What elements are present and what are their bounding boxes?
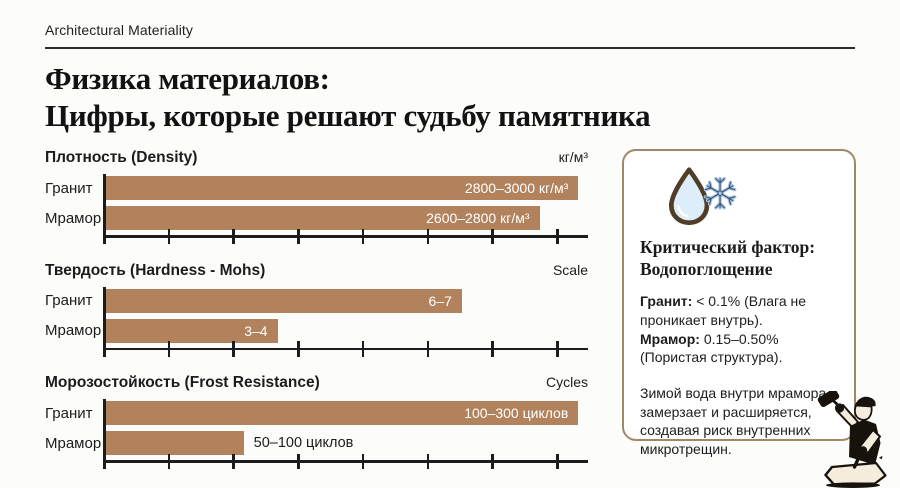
bar: 3–4 — [103, 318, 278, 343]
axis-tick — [491, 341, 494, 357]
bar-row: Гранит 6–7 — [45, 288, 588, 313]
panel-title-line-1: Критический фактор: — [640, 237, 816, 258]
chart-axis — [103, 453, 588, 470]
panel-note: Зимой вода внутри мрамора замерзает и ра… — [640, 384, 827, 457]
axis-tick — [167, 341, 171, 357]
water-drop-and-snowflake-icon — [668, 167, 737, 226]
bar: 6–7 — [103, 288, 462, 313]
chart-unit-label: Scale — [552, 261, 588, 278]
bar-row: Гранит 2800–3000 кг/м³ — [45, 176, 588, 201]
bar-value-label: 6–7 — [428, 292, 452, 309]
chart-unit-label: Cycles — [545, 374, 588, 391]
granite-fact-text: < 0.1% (Влага не проникает внутрь). — [640, 293, 807, 329]
axis-tick — [491, 228, 494, 245]
granite-fact: Гранит: < 0.1% (Влага не проникает внутр… — [640, 292, 838, 329]
page-title-line-2: Цифры, которые решают судьбу памятника — [45, 98, 651, 134]
water-drop-icon — [668, 167, 710, 226]
y-axis — [103, 399, 106, 463]
marble-fact: Мрамор: 0.15–0.50% (Пористая структура). — [640, 330, 838, 367]
bar-row: Мрамор 50–100 циклов — [45, 431, 588, 456]
category-label: Гранит — [45, 404, 93, 422]
axis-tick — [167, 453, 171, 470]
bar-track: 6–7 — [103, 288, 588, 313]
axis-tick — [361, 341, 365, 357]
axis-tick — [426, 453, 430, 470]
bar-value-label: 2600–2800 кг/м³ — [426, 210, 530, 227]
axis-tick — [491, 453, 494, 470]
chart-hardness: Твердость (Hardness - Mohs) Scale Гранит… — [45, 261, 588, 357]
category-label: Мрамор — [45, 434, 102, 452]
charts-column: Плотность (Density) кг/м³ Гранит 2800–300… — [45, 149, 588, 470]
axis-tick — [556, 228, 559, 245]
axis-tick — [426, 228, 430, 245]
chart-title: Плотность (Density) — [45, 149, 198, 167]
category-label: Мрамор — [45, 209, 102, 227]
panel-title-line-2: Водопоглощение — [640, 259, 773, 280]
sculptor-illustration — [817, 391, 887, 488]
chart-density: Плотность (Density) кг/м³ Гранит 2800–300… — [45, 149, 588, 245]
chart-frost-resistance: Морозостойкость (Frost Resistance) Cycle… — [45, 374, 588, 470]
axis-tick — [297, 228, 300, 245]
critical-factor-panel: Критический фактор: Водопоглощение Грани… — [622, 149, 856, 457]
panel-title: Критический фактор: Водопоглощение — [640, 236, 838, 280]
bar-track: 50–100 циклов — [103, 431, 588, 456]
axis-tick — [556, 453, 559, 470]
category-label: Гранит — [45, 292, 93, 310]
axis-tick — [232, 453, 235, 470]
bar: 100–300 циклов — [103, 401, 579, 426]
axis-tick — [232, 228, 235, 245]
snowflake-icon — [703, 177, 737, 210]
bar-value-label: 3–4 — [244, 322, 268, 339]
bar-track: 3–4 — [103, 318, 588, 343]
chart-axis — [103, 341, 588, 357]
axis-tick — [361, 228, 365, 245]
page-title: Физика материалов: Цифры, которые решают… — [45, 60, 855, 134]
bar — [103, 431, 244, 456]
axis-tick — [361, 453, 365, 470]
bar-row: Гранит 100–300 циклов — [45, 401, 588, 426]
y-axis — [103, 174, 106, 238]
bar-track: 100–300 циклов — [103, 401, 588, 426]
marble-fact-label: Мрамор: — [640, 330, 700, 347]
panel-icons — [640, 166, 772, 226]
bar-track: 2800–3000 кг/м³ — [103, 176, 588, 201]
chart-rows: Гранит 2800–3000 кг/м³ Мрамор 2600–2800 кг/… — [45, 176, 588, 231]
axis-tick — [297, 453, 300, 470]
axis-tick — [103, 228, 106, 245]
marble-fact-text: 0.15–0.50% (Пористая структура). — [640, 330, 783, 366]
bar-row: Мрамор 3–4 — [45, 318, 588, 343]
chart-unit-label: кг/м³ — [558, 149, 588, 166]
bar-value-label: 50–100 циклов — [253, 435, 354, 452]
axis-tick — [556, 341, 559, 357]
chart-axis — [103, 228, 588, 245]
granite-fact-label: Гранит: — [640, 293, 693, 310]
y-axis — [103, 286, 106, 351]
axis-tick — [167, 228, 171, 245]
category-label: Мрамор — [45, 322, 102, 340]
axis-tick — [297, 341, 300, 357]
bar: 2600–2800 кг/м³ — [103, 206, 540, 231]
chart-rows: Гранит 6–7 Мрамор 3–4 — [45, 288, 588, 343]
axis-tick — [103, 453, 106, 470]
axis-tick — [232, 341, 235, 357]
header-rule: Architectural Materiality — [45, 0, 855, 49]
axis-tick — [103, 341, 106, 357]
bar-track: 2600–2800 кг/м³ — [103, 206, 588, 231]
bar: 2800–3000 кг/м³ — [103, 176, 579, 201]
bar-value-label: 100–300 циклов — [464, 405, 569, 422]
bar-value-label: 2800–3000 кг/м³ — [464, 180, 569, 197]
chart-rows: Гранит 100–300 циклов Мрамор 50–100 циклов — [45, 401, 588, 456]
chart-title: Морозостойкость (Frost Resistance) — [45, 374, 320, 392]
page-title-line-1: Физика материалов: — [45, 61, 330, 96]
category-label: Гранит — [45, 179, 93, 197]
eyebrow-label: Architectural Materiality — [45, 22, 193, 38]
chart-title: Твердость (Hardness - Mohs) — [45, 261, 266, 279]
axis-tick — [426, 341, 430, 357]
bar-row: Мрамор 2600–2800 кг/м³ — [45, 206, 588, 231]
